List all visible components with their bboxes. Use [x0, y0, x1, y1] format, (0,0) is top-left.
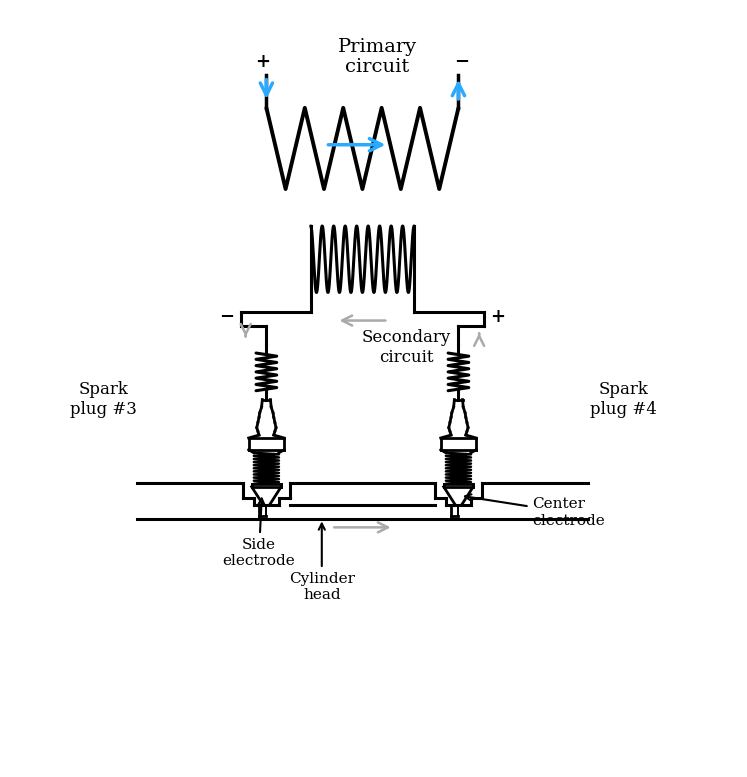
- Text: Spark
plug #3: Spark plug #3: [70, 382, 137, 418]
- Text: −: −: [220, 308, 235, 326]
- Text: Primary
circuit: Primary circuit: [338, 37, 417, 76]
- Text: Side
electrode: Side electrode: [223, 499, 295, 568]
- Text: Cylinder
head: Cylinder head: [289, 524, 355, 602]
- Text: +: +: [255, 53, 270, 71]
- Text: +: +: [490, 308, 505, 326]
- Text: Secondary
circuit: Secondary circuit: [362, 329, 451, 366]
- Text: Center
electrode: Center electrode: [465, 494, 605, 528]
- Text: Spark
plug #4: Spark plug #4: [589, 382, 657, 418]
- Text: −: −: [455, 53, 470, 71]
